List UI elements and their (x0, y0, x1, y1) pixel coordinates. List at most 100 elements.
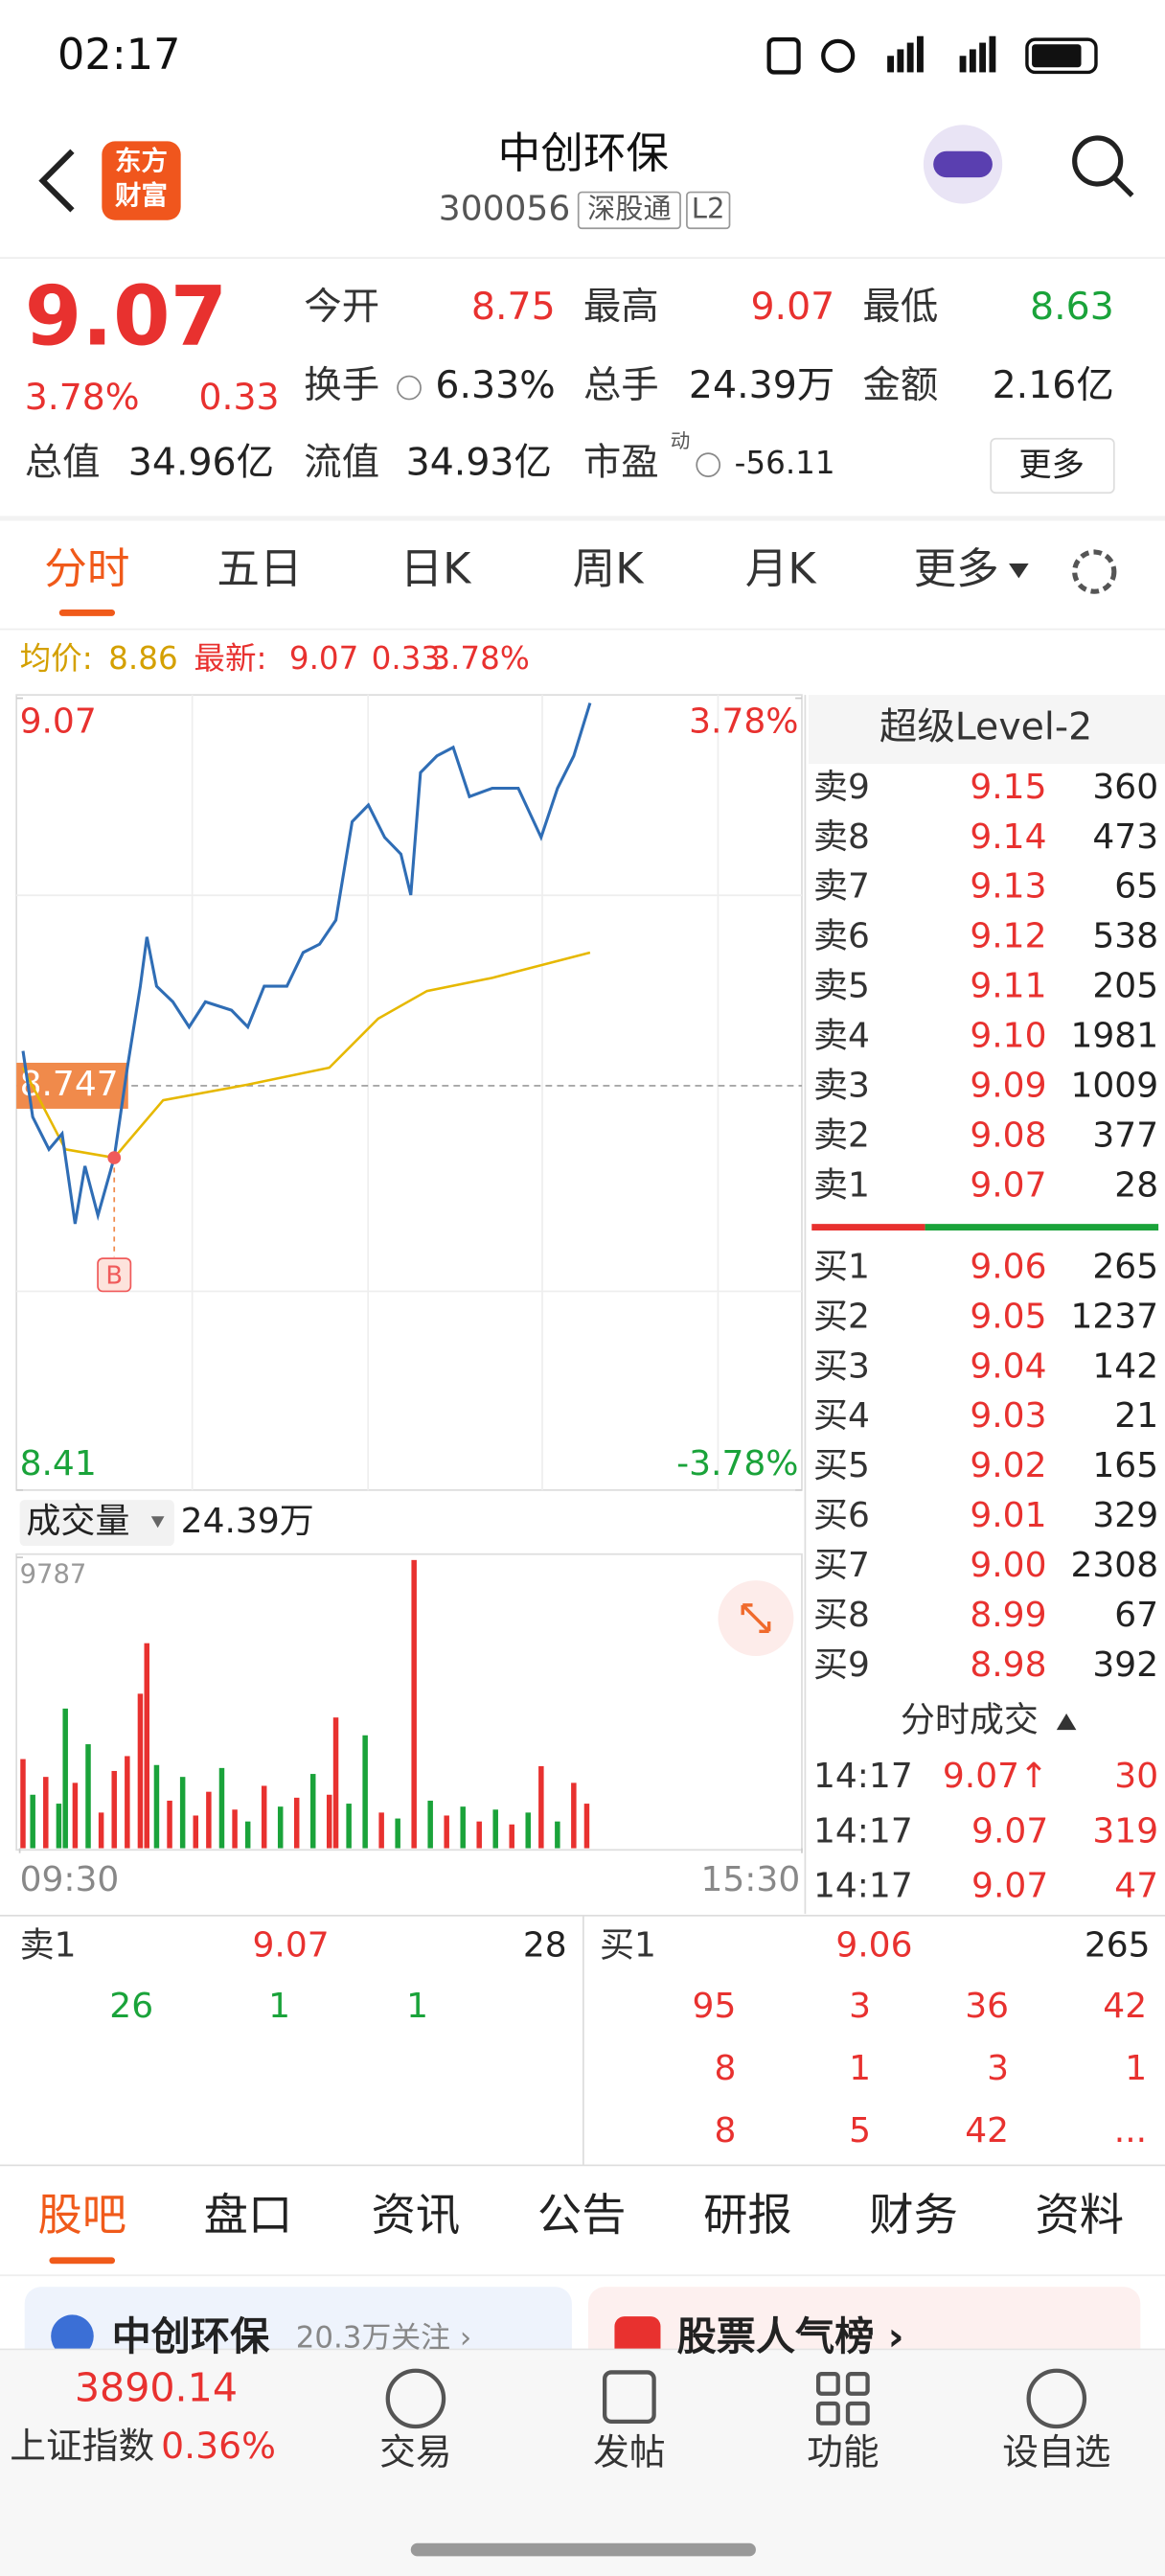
book-price: 9.07 (970, 1165, 1046, 1205)
volume-bar (153, 1764, 160, 1849)
more-button[interactable] (990, 437, 1115, 494)
queue-order: 42 (1103, 1987, 1147, 2026)
section-tab[interactable]: 财务 (869, 2189, 958, 2241)
volume-bar (62, 1708, 68, 1849)
nav-label[interactable]: 设自选 (1002, 2431, 1110, 2473)
volume-bar (193, 1815, 199, 1849)
section-tab[interactable]: 股吧 (37, 2189, 126, 2241)
section-tab[interactable]: 资讯 (372, 2189, 461, 2241)
book-price: 9.10 (970, 1017, 1046, 1056)
volume-bar (179, 1777, 186, 1849)
logo-text: 东方 (115, 146, 168, 176)
search-button[interactable] (1072, 135, 1124, 187)
y2-tick-label: 3.78% (689, 702, 798, 741)
volume-bar (411, 1559, 417, 1849)
tab[interactable]: 分时 (44, 544, 129, 594)
book-volume: 205 (1092, 967, 1158, 1006)
section-tab[interactable]: 盘口 (204, 2189, 293, 2241)
tab[interactable]: 日K (400, 544, 473, 594)
volume-bar (206, 1791, 212, 1849)
back-button[interactable] (38, 149, 75, 213)
card-title: 中创环保 (112, 2313, 270, 2359)
volume-bar (125, 1756, 130, 1849)
volume-bar (476, 1821, 482, 1849)
volume-bar (444, 1815, 449, 1849)
nav-icon (385, 2368, 446, 2429)
volume-bar (538, 1766, 544, 1849)
volume-selector[interactable] (19, 1500, 174, 1547)
nav-label[interactable]: 发帖 (593, 2431, 665, 2473)
book-label: 卖3 (813, 1067, 870, 1106)
book-label: 买9 (813, 1645, 870, 1685)
book-volume: 538 (1092, 917, 1158, 956)
settings-button[interactable] (1072, 549, 1117, 594)
queue-order: 26 (109, 1987, 153, 2026)
stat-label: 最低 (862, 285, 938, 329)
nav-label[interactable]: 功能 (807, 2431, 879, 2473)
tab[interactable]: 五日 (217, 544, 302, 594)
queue-order: 8 (714, 2049, 736, 2088)
volume-bar (492, 1809, 498, 1849)
book-volume: 1009 (1070, 1067, 1158, 1106)
y-tick-label: 9.07 (20, 702, 97, 741)
volume-bar (137, 1693, 144, 1849)
book-price: 8.98 (970, 1645, 1046, 1685)
book-price: 9.12 (970, 917, 1046, 956)
book-price: 9.01 (970, 1496, 1046, 1535)
tab-underline (49, 2257, 116, 2265)
tab[interactable]: 月K (745, 544, 818, 594)
stat-value: 34.96亿 (128, 441, 274, 485)
legend-value: 0.33 (372, 640, 442, 677)
book-price: 9.09 (970, 1067, 1046, 1106)
dropdown-arrow (1009, 564, 1029, 579)
x-tick-label: 15:30 (700, 1860, 800, 1899)
stat-label: 市盈 (583, 441, 659, 485)
stat-label: 今开 (304, 285, 379, 329)
volume-bar (277, 1806, 284, 1849)
marker-label: B (105, 1262, 123, 1291)
book-price: 9.13 (970, 867, 1046, 907)
book-price: 9.03 (970, 1396, 1046, 1436)
stat-value: 2.16亿 (993, 363, 1114, 407)
tab[interactable]: 周K (573, 544, 646, 594)
queue-order: 8 (714, 2111, 736, 2150)
divider (0, 516, 1165, 521)
bottom-nav (0, 2349, 1165, 2576)
volume-bar (571, 1782, 577, 1849)
book-volume: 142 (1092, 1346, 1158, 1386)
section-tab[interactable]: 资料 (1036, 2189, 1125, 2241)
tag-box (577, 191, 681, 230)
more-label[interactable]: 更多 (1018, 446, 1085, 484)
book-price: 9.08 (970, 1116, 1046, 1155)
rank-card[interactable] (588, 2287, 1141, 2369)
book-price: 9.15 (970, 768, 1046, 807)
book-label: 卖5 (813, 967, 870, 1006)
x-tick-label: 09:30 (20, 1860, 120, 1899)
queue-order: 3 (849, 1987, 871, 2026)
nav-icon (603, 2370, 656, 2424)
prev-close-box (16, 1062, 128, 1109)
stock-card[interactable] (24, 2287, 572, 2369)
stat-label: 流值 (304, 441, 379, 485)
nav-label[interactable]: 交易 (379, 2431, 451, 2473)
y2-tick-label: -3.78% (676, 1444, 798, 1484)
card-subtitle: 20.3万关注 › (296, 2321, 471, 2356)
volume-bar (555, 1821, 560, 1849)
book-price: 9.06 (970, 1247, 1046, 1286)
trade-volume: 47 (1114, 1867, 1158, 1906)
volume-bar (427, 1800, 433, 1849)
book-label: 卖9 (813, 768, 870, 807)
level2-title: 超级Level-2 (879, 705, 1092, 749)
section-tab[interactable]: 公告 (537, 2189, 627, 2241)
trade-volume: 319 (1092, 1811, 1158, 1851)
tab[interactable]: 更多 (914, 544, 999, 594)
stat-value: 8.75 (471, 285, 556, 329)
legend-value: 8.86 (108, 640, 178, 677)
stat-label: 总值 (25, 441, 101, 485)
book-volume: 329 (1092, 1496, 1158, 1535)
status-time: 02:17 (57, 30, 180, 80)
section-tab[interactable]: 研报 (703, 2189, 792, 2241)
trade-price: 9.07 (971, 1867, 1048, 1906)
change-pct: 3.78% (25, 376, 140, 418)
info-icon (397, 375, 422, 401)
